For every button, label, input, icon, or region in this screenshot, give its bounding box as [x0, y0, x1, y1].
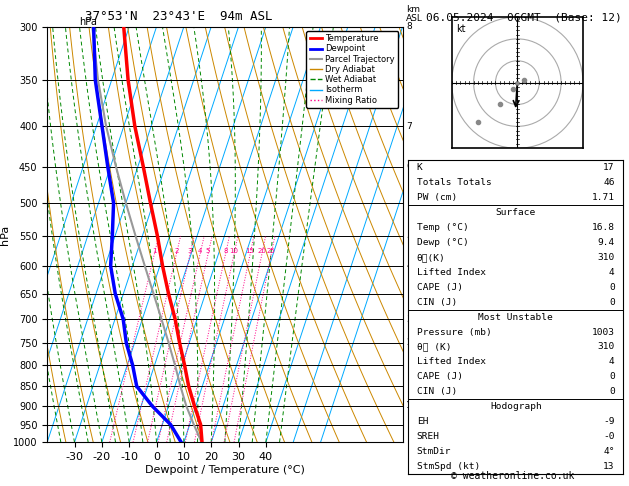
Text: 17: 17	[603, 163, 615, 173]
Text: 25: 25	[267, 248, 276, 254]
Text: 20: 20	[257, 248, 266, 254]
Text: Pressure (mb): Pressure (mb)	[417, 328, 492, 336]
X-axis label: Dewpoint / Temperature (°C): Dewpoint / Temperature (°C)	[145, 465, 305, 475]
Text: km
ASL: km ASL	[406, 4, 423, 22]
Text: 310: 310	[598, 253, 615, 262]
Text: 4°: 4°	[603, 447, 615, 456]
Text: 10: 10	[230, 248, 238, 254]
Text: 4: 4	[609, 357, 615, 366]
Text: Lifted Index: Lifted Index	[417, 268, 486, 277]
Text: kt: kt	[456, 23, 465, 34]
Text: θᴄ (K): θᴄ (K)	[417, 343, 452, 351]
Legend: Temperature, Dewpoint, Parcel Trajectory, Dry Adiabat, Wet Adiabat, Isotherm, Mi: Temperature, Dewpoint, Parcel Trajectory…	[306, 31, 398, 108]
Text: Lifted Index: Lifted Index	[417, 357, 486, 366]
Text: EH: EH	[417, 417, 428, 426]
Text: 0: 0	[609, 372, 615, 382]
Text: 4: 4	[198, 248, 203, 254]
Text: Temp (°C): Temp (°C)	[417, 223, 469, 232]
Text: 5: 5	[206, 248, 210, 254]
Text: 1.71: 1.71	[592, 193, 615, 202]
Text: CAPE (J): CAPE (J)	[417, 372, 463, 382]
Text: StmDir: StmDir	[417, 447, 452, 456]
Text: 310: 310	[598, 343, 615, 351]
Y-axis label: hPa: hPa	[0, 225, 10, 244]
Text: 0: 0	[609, 283, 615, 292]
Text: K: K	[417, 163, 423, 173]
Text: Dewp (°C): Dewp (°C)	[417, 238, 469, 247]
Text: 5: 5	[406, 231, 412, 241]
Text: 16.8: 16.8	[592, 223, 615, 232]
Text: -9: -9	[603, 417, 615, 426]
Text: -0: -0	[603, 432, 615, 441]
Text: Most Unstable: Most Unstable	[479, 312, 553, 322]
Text: © weatheronline.co.uk: © weatheronline.co.uk	[451, 471, 574, 481]
Text: 1003: 1003	[592, 328, 615, 336]
Text: 8: 8	[406, 22, 412, 31]
Text: PW (cm): PW (cm)	[417, 193, 457, 202]
Text: 7: 7	[406, 122, 412, 131]
Text: 3: 3	[406, 314, 412, 324]
Text: 4: 4	[406, 261, 412, 270]
Text: CAPE (J): CAPE (J)	[417, 283, 463, 292]
Text: Surface: Surface	[496, 208, 536, 217]
Text: StmSpd (kt): StmSpd (kt)	[417, 462, 480, 471]
Text: 06.05.2024  06GMT  (Base: 12): 06.05.2024 06GMT (Base: 12)	[426, 12, 621, 22]
Text: 1LCL: 1LCL	[406, 401, 428, 410]
Text: Totals Totals: Totals Totals	[417, 178, 492, 187]
Text: 0: 0	[609, 298, 615, 307]
Text: 1: 1	[152, 248, 157, 254]
Text: 15: 15	[246, 248, 255, 254]
Text: CIN (J): CIN (J)	[417, 387, 457, 396]
Text: CIN (J): CIN (J)	[417, 298, 457, 307]
Text: hPa: hPa	[79, 17, 97, 27]
Text: SREH: SREH	[417, 432, 440, 441]
Text: 2: 2	[406, 338, 412, 347]
Text: 6: 6	[406, 162, 412, 171]
Text: 4: 4	[609, 268, 615, 277]
Text: 9.4: 9.4	[598, 238, 615, 247]
Text: Mixing Ratio (g/kg): Mixing Ratio (g/kg)	[445, 225, 454, 311]
Text: Hodograph: Hodograph	[490, 402, 542, 411]
Text: 37°53'N  23°43'E  94m ASL: 37°53'N 23°43'E 94m ASL	[85, 10, 272, 22]
Text: θᴄ(K): θᴄ(K)	[417, 253, 445, 262]
Text: 0: 0	[609, 387, 615, 396]
Text: 13: 13	[603, 462, 615, 471]
Text: 8: 8	[223, 248, 228, 254]
Text: 2: 2	[174, 248, 179, 254]
Text: 3: 3	[187, 248, 192, 254]
Text: 46: 46	[603, 178, 615, 187]
